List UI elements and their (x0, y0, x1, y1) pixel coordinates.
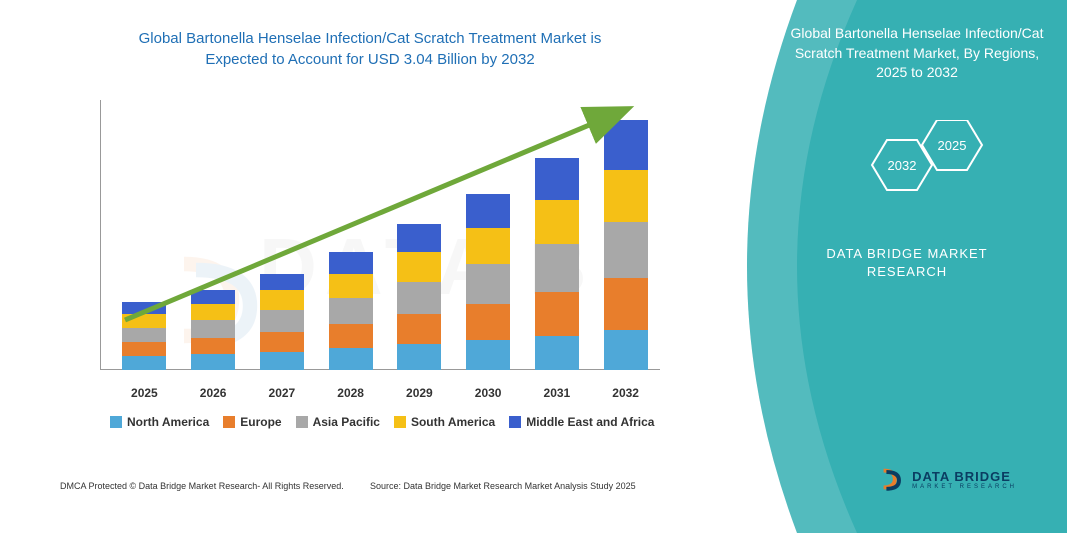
x-label: 2031 (535, 386, 579, 400)
segment-middle-east-and-africa (535, 158, 579, 200)
segment-south-america (397, 252, 441, 282)
segment-north-america (329, 348, 373, 370)
legend-swatch (509, 416, 521, 428)
x-label: 2025 (122, 386, 166, 400)
legend-item-north-america: North America (110, 415, 209, 429)
right-brand-text: DATA BRIDGE MARKET RESEARCH (807, 245, 1007, 281)
hex-label-2025: 2025 (938, 138, 967, 153)
legend-item-middle-east-and-africa: Middle East and Africa (509, 415, 654, 429)
brand-logo: DATA BRIDGE MARKET RESEARCH (878, 465, 1017, 493)
chart-area: 2025 2026 2027 2028 2029 2030 2031 2032 (100, 100, 660, 400)
segment-south-america (122, 314, 166, 328)
hex-label-2032: 2032 (888, 158, 917, 173)
bar-2030 (466, 194, 510, 370)
segment-north-america (397, 344, 441, 370)
bar-2028 (329, 252, 373, 370)
segment-asia-pacific (329, 298, 373, 324)
x-label: 2030 (466, 386, 510, 400)
segment-south-america (260, 290, 304, 310)
segment-south-america (191, 304, 235, 320)
bars-container (110, 100, 660, 370)
segment-north-america (122, 356, 166, 370)
x-label: 2029 (397, 386, 441, 400)
legend-item-south-america: South America (394, 415, 495, 429)
segment-north-america (260, 352, 304, 370)
segment-asia-pacific (191, 320, 235, 338)
legend-label: South America (411, 415, 495, 429)
segment-europe (191, 338, 235, 354)
chart-title: Global Bartonella Henselae Infection/Cat… (130, 28, 610, 70)
segment-europe (260, 332, 304, 352)
segment-south-america (535, 200, 579, 244)
x-label: 2026 (191, 386, 235, 400)
segment-south-america (604, 170, 648, 222)
segment-middle-east-and-africa (260, 274, 304, 290)
hexagon-badges: 2032 2025 (837, 120, 987, 220)
segment-asia-pacific (466, 264, 510, 304)
segment-south-america (329, 274, 373, 298)
logo-main-text: DATA BRIDGE (912, 469, 1017, 484)
segment-europe (535, 292, 579, 336)
segment-europe (397, 314, 441, 344)
segment-north-america (604, 330, 648, 370)
footer-source: Source: Data Bridge Market Research Mark… (370, 481, 636, 491)
x-label: 2027 (260, 386, 304, 400)
right-panel: Global Bartonella Henselae Infection/Cat… (737, 0, 1067, 533)
x-label: 2032 (604, 386, 648, 400)
segment-middle-east-and-africa (122, 302, 166, 314)
bar-2027 (260, 274, 304, 370)
logo-icon (878, 465, 906, 493)
x-label: 2028 (329, 386, 373, 400)
segment-north-america (191, 354, 235, 370)
legend-swatch (394, 416, 406, 428)
segment-europe (604, 278, 648, 330)
segment-middle-east-and-africa (329, 252, 373, 274)
legend-swatch (110, 416, 122, 428)
segment-asia-pacific (122, 328, 166, 342)
legend-swatch (223, 416, 235, 428)
segment-europe (122, 342, 166, 356)
segment-europe (329, 324, 373, 348)
logo-sub-text: MARKET RESEARCH (912, 484, 1017, 490)
bar-2029 (397, 224, 441, 370)
y-axis (100, 100, 101, 370)
segment-europe (466, 304, 510, 340)
bar-2025 (122, 302, 166, 370)
bar-2026 (191, 290, 235, 370)
right-panel-title: Global Bartonella Henselae Infection/Cat… (787, 24, 1047, 83)
segment-north-america (535, 336, 579, 370)
segment-middle-east-and-africa (397, 224, 441, 252)
segment-asia-pacific (604, 222, 648, 278)
bar-2032 (604, 120, 648, 370)
segment-asia-pacific (260, 310, 304, 332)
footer-copyright: DMCA Protected © Data Bridge Market Rese… (60, 481, 344, 491)
legend-label: North America (127, 415, 209, 429)
legend: North America Europe Asia Pacific South Ame… (110, 415, 670, 429)
segment-north-america (466, 340, 510, 370)
bar-2031 (535, 158, 579, 370)
segment-middle-east-and-africa (466, 194, 510, 228)
x-axis-labels: 2025 2026 2027 2028 2029 2030 2031 2032 (110, 386, 660, 400)
segment-asia-pacific (535, 244, 579, 292)
segment-middle-east-and-africa (604, 120, 648, 170)
legend-label: Middle East and Africa (526, 415, 654, 429)
legend-label: Asia Pacific (313, 415, 380, 429)
legend-item-europe: Europe (223, 415, 281, 429)
legend-swatch (296, 416, 308, 428)
legend-label: Europe (240, 415, 281, 429)
legend-item-asia-pacific: Asia Pacific (296, 415, 380, 429)
segment-middle-east-and-africa (191, 290, 235, 304)
segment-south-america (466, 228, 510, 264)
segment-asia-pacific (397, 282, 441, 314)
